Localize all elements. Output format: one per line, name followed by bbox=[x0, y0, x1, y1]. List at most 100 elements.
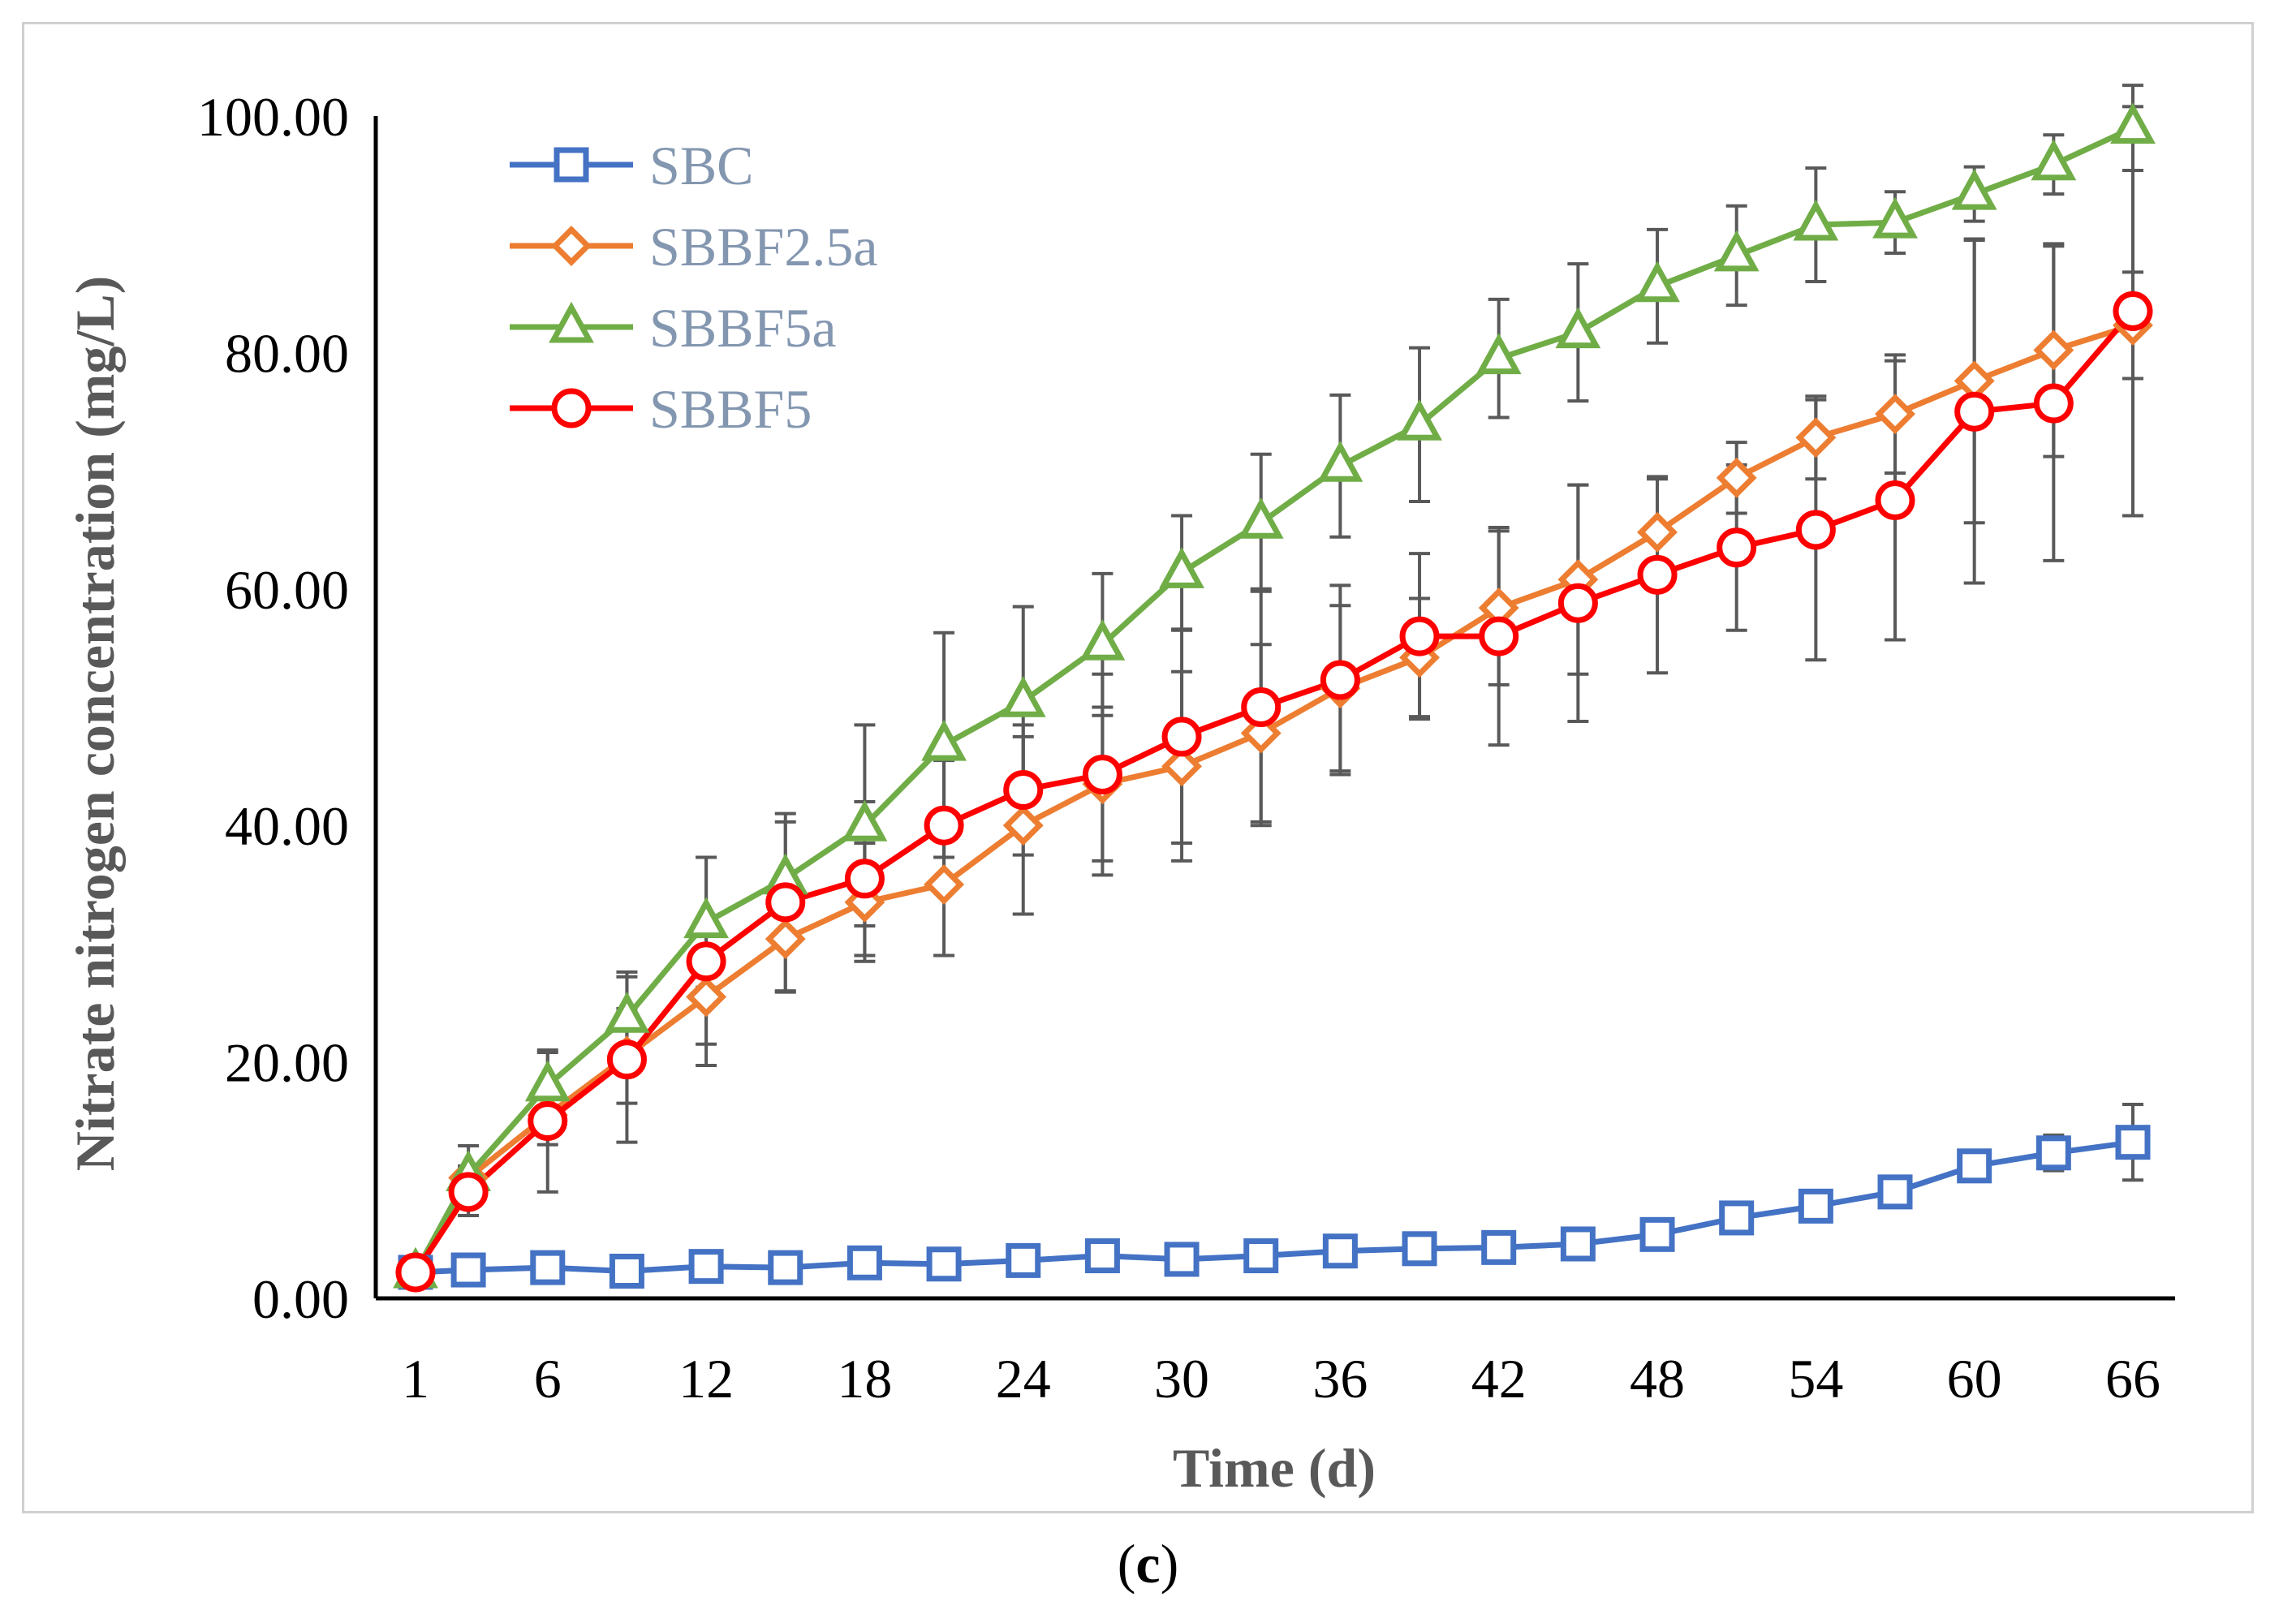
data-point-sbbf5 bbox=[2113, 291, 2153, 331]
data-point-sbc bbox=[1957, 1148, 1992, 1184]
legend-label-sbbf2-5a: SBBF2.5a bbox=[649, 216, 878, 278]
data-point-sbbf2-5a bbox=[1002, 805, 1044, 846]
data-point-sbc bbox=[1560, 1226, 1596, 1262]
x-tick-label: 30 bbox=[1154, 1348, 1209, 1410]
x-tick-label: 18 bbox=[837, 1348, 892, 1410]
data-point-sbbf2-5a bbox=[1637, 511, 1678, 553]
data-point-sbbf5 bbox=[1003, 769, 1044, 810]
data-point-sbbf5 bbox=[1399, 616, 1440, 656]
y-tick-label: 0.00 bbox=[252, 1268, 349, 1330]
data-point-sbbf5a bbox=[1951, 168, 1997, 210]
x-tick-label: 60 bbox=[1947, 1348, 2002, 1410]
data-point-sbbf5a bbox=[1317, 441, 1363, 482]
data-point-sbc bbox=[450, 1252, 486, 1288]
data-point-sbc bbox=[1322, 1233, 1358, 1269]
data-point-sbc bbox=[768, 1250, 803, 1285]
data-point-sbbf5 bbox=[765, 882, 806, 923]
x-tick-label: 54 bbox=[1788, 1348, 1843, 1410]
data-point-sbbf5 bbox=[528, 1100, 568, 1141]
data-point-sbc bbox=[2115, 1125, 2151, 1160]
x-tick-label: 66 bbox=[2105, 1348, 2160, 1410]
data-point-sbc bbox=[1481, 1229, 1517, 1265]
legend-marker-sbbf5a bbox=[549, 301, 594, 343]
data-point-sbbf5a bbox=[524, 1060, 571, 1102]
data-point-sbc bbox=[688, 1249, 724, 1285]
data-point-sbbf2-5a bbox=[686, 976, 727, 1018]
data-point-sbbf5 bbox=[395, 1252, 436, 1293]
x-tick-label: 1 bbox=[402, 1348, 429, 1410]
x-tick-label: 42 bbox=[1471, 1348, 1527, 1410]
legend-label-sbbf5: SBBF5 bbox=[649, 378, 812, 440]
data-point-sbbf5a bbox=[1238, 497, 1284, 539]
data-point-sbc bbox=[846, 1245, 882, 1280]
y-tick-label: 80.00 bbox=[225, 322, 349, 384]
y-axis-title: Nitrate nitrogen concentration (mg/L) bbox=[64, 276, 126, 1172]
data-point-sbc bbox=[1719, 1200, 1755, 1236]
data-point-sbbf5 bbox=[924, 805, 964, 846]
data-point-sbbf5 bbox=[1161, 717, 1202, 757]
data-point-sbbf2-5a bbox=[1875, 394, 1915, 435]
data-point-sbbf5 bbox=[1557, 583, 1598, 623]
series-line-sbbf2-5a bbox=[412, 322, 2134, 1274]
data-point-sbbf2-5a bbox=[924, 864, 965, 905]
legend-marker-sbbf2-5a bbox=[551, 226, 592, 266]
data-point-sbbf5a bbox=[1793, 199, 1839, 241]
data-point-sbbf2-5a bbox=[765, 919, 806, 960]
data-point-sbbf5a bbox=[2031, 139, 2077, 181]
data-point-sbbf5a bbox=[842, 799, 888, 841]
y-tick-label: 20.00 bbox=[225, 1032, 349, 1094]
panel-label: (c) bbox=[1117, 1533, 1179, 1595]
data-point-sbbf5 bbox=[1875, 480, 1915, 521]
data-point-sbc bbox=[1639, 1216, 1675, 1252]
data-point-sbbf2-5a bbox=[1716, 457, 1757, 498]
x-tick-label: 24 bbox=[996, 1348, 1051, 1410]
data-point-sbbf5 bbox=[1082, 755, 1122, 795]
data-point-sbc bbox=[2035, 1135, 2071, 1171]
x-axis-title: Time (d) bbox=[1173, 1437, 1376, 1499]
data-point-sbbf5 bbox=[2033, 383, 2074, 424]
data-point-sbbf5a bbox=[1872, 196, 1918, 239]
data-point-sbc bbox=[1084, 1238, 1120, 1274]
data-point-sbbf5a bbox=[2110, 102, 2156, 144]
data-point-sbc bbox=[1798, 1188, 1833, 1224]
data-point-sbbf5a bbox=[1713, 230, 1760, 272]
data-point-sbbf5 bbox=[1479, 616, 1519, 656]
data-point-sbbf5 bbox=[844, 859, 885, 899]
data-point-sbbf5a bbox=[1079, 619, 1126, 661]
x-tick-label: 48 bbox=[1630, 1348, 1685, 1410]
data-point-sbc bbox=[530, 1250, 566, 1285]
figure-frame bbox=[22, 22, 2254, 1513]
data-point-sbc bbox=[926, 1246, 962, 1282]
data-point-sbbf5a bbox=[1000, 675, 1046, 717]
data-point-sbc bbox=[1006, 1242, 1041, 1278]
data-point-sbbf5 bbox=[606, 1039, 647, 1080]
y-tick-label: 60.00 bbox=[225, 559, 349, 621]
x-tick-label: 12 bbox=[678, 1348, 734, 1410]
data-point-sbbf2-5a bbox=[1795, 417, 1837, 458]
data-point-sbbf5a bbox=[683, 897, 730, 939]
data-point-sbbf2-5a bbox=[2033, 329, 2074, 371]
data-point-sbbf5a bbox=[1159, 547, 1204, 588]
data-point-sbbf5 bbox=[686, 941, 726, 982]
data-point-sbbf5a bbox=[1397, 399, 1442, 441]
data-point-sbbf5a bbox=[1635, 260, 1680, 303]
data-point-sbbf5a bbox=[1475, 333, 1522, 375]
data-point-sbbf2-5a bbox=[1161, 746, 1203, 787]
data-point-sbc bbox=[1164, 1242, 1200, 1277]
y-tick-label: 100.00 bbox=[197, 86, 349, 148]
data-point-sbbf5 bbox=[1637, 554, 1678, 595]
data-point-sbc bbox=[1877, 1174, 1913, 1210]
y-tick-label: 40.00 bbox=[225, 795, 349, 857]
legend: SBC SBBF2.5a SBBF5a SBBF5 bbox=[510, 135, 878, 440]
data-point-sbbf5a bbox=[1555, 307, 1601, 349]
x-tick-label: 6 bbox=[534, 1348, 562, 1410]
series-line-sbbf5 bbox=[413, 309, 2135, 1274]
data-point-sbc bbox=[609, 1253, 644, 1289]
data-point-sbbf5 bbox=[1954, 391, 1995, 432]
data-point-sbbf5 bbox=[1241, 687, 1282, 727]
legend-label-sbbf5a: SBBF5a bbox=[649, 297, 837, 359]
data-point-sbbf5 bbox=[1795, 510, 1836, 550]
data-point-sbbf5 bbox=[1717, 527, 1757, 568]
data-point-sbbf5a bbox=[604, 991, 650, 1033]
